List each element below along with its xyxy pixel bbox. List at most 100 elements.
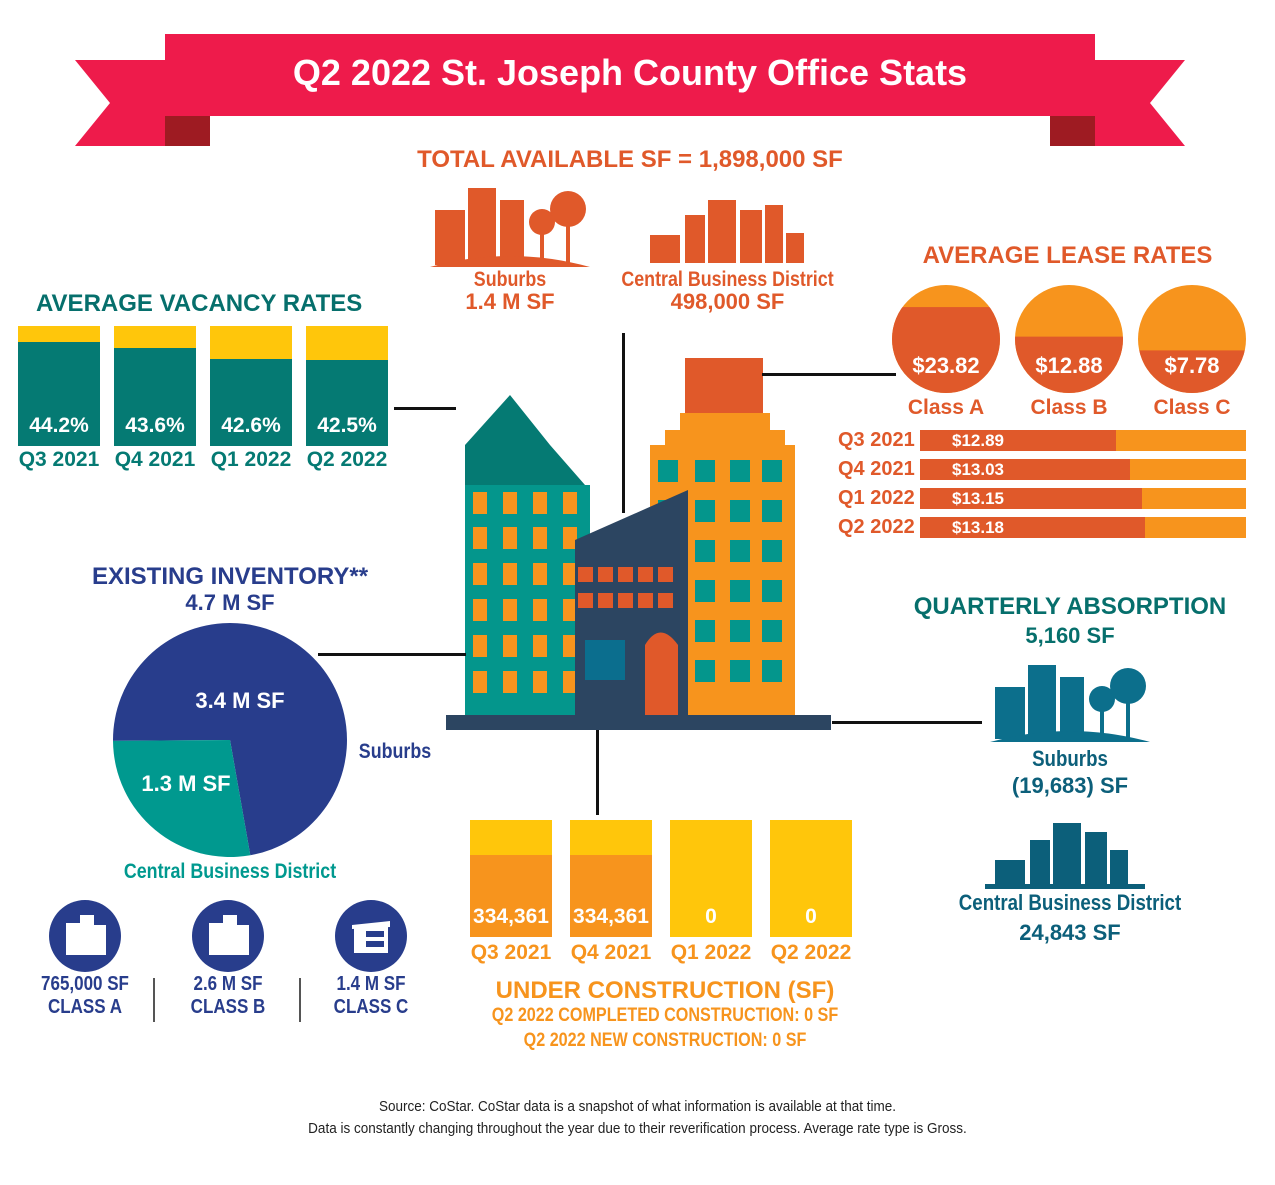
lease-row: Q4 2021 $13.03 [838, 459, 1248, 480]
window [473, 563, 487, 585]
lease-row: Q2 2022 $13.18 [838, 517, 1248, 538]
construction-bar: 334,361 [570, 820, 652, 937]
absorption-cbd-value: 24,843 SF [1019, 920, 1121, 945]
window [503, 527, 517, 549]
vacancy-bar-value: 43.6% [125, 414, 185, 437]
window [762, 540, 782, 562]
window [730, 500, 750, 522]
window [695, 500, 715, 522]
total-available-heading: TOTAL AVAILABLE SF = 1,898,000 SF [417, 146, 843, 173]
window [563, 671, 577, 693]
lease-row-quarter: Q2 2022 [838, 516, 915, 538]
window [730, 620, 750, 642]
completed-construction: Q2 2022 COMPLETED CONSTRUCTION: 0 SF [491, 1005, 839, 1026]
pie-legend-cbd: Central Business District [123, 860, 337, 883]
lease-title: AVERAGE LEASE RATES [922, 242, 1213, 269]
pie-slice-cbd [113, 740, 251, 857]
pie-label-suburbs: 3.4 M SF [195, 688, 285, 713]
vacancy-title: AVERAGE VACANCY RATES [36, 290, 363, 317]
construction-title: UNDER CONSTRUCTION (SF) [495, 977, 835, 1004]
lease-row-quarter: Q4 2021 [838, 458, 915, 480]
cbd-available-label: Central Business District [621, 268, 834, 291]
construction-bar-category: Q1 2022 [670, 941, 752, 964]
window [618, 593, 633, 608]
source-line-2: Data is constantly changing throughout t… [308, 1120, 967, 1137]
construction-bar: 334,361 [470, 820, 552, 937]
class-c-building-icon [335, 900, 407, 972]
window [730, 540, 750, 562]
class-value: 1.4 M SF [336, 973, 406, 995]
window [533, 563, 547, 585]
window [762, 620, 782, 642]
vacancy-bar-fill [18, 341, 100, 446]
window [762, 500, 782, 522]
vacancy-bar-value: 42.6% [221, 414, 281, 437]
window [533, 635, 547, 657]
connector-line [596, 730, 599, 815]
inventory-pie-chart [113, 623, 347, 857]
vacancy-bar: 44.2% [18, 326, 100, 446]
construction-bar-value: 0 [705, 905, 717, 928]
construction-bar-value: 334,361 [473, 905, 549, 928]
absorption-title: QUARTERLY ABSORPTION [913, 593, 1227, 620]
window [533, 492, 547, 514]
window [638, 593, 653, 608]
window [762, 460, 782, 482]
vacancy-bar-category: Q2 2022 [306, 448, 388, 471]
cbd-available-value: 498,000 SF [670, 289, 785, 314]
lease-class-value: $12.88 [1035, 353, 1103, 378]
construction-bar-category: Q2 2022 [770, 941, 852, 964]
window [503, 563, 517, 585]
class-label: CLASS C [333, 996, 409, 1018]
class-label: CLASS B [190, 996, 266, 1018]
vacancy-bar-fill [210, 358, 292, 446]
lease-class-label: Class C [1153, 396, 1231, 419]
absorption-suburbs-label: Suburbs [1032, 746, 1108, 771]
lease-class-circle [1138, 285, 1246, 393]
class-b-building-icon [192, 900, 264, 972]
window [762, 660, 782, 682]
lease-row-track: $13.15 [920, 488, 1246, 509]
window [533, 671, 547, 693]
window [473, 635, 487, 657]
vacancy-bar-category: Q1 2022 [210, 448, 292, 471]
window [638, 567, 653, 582]
construction-bar: 0 [770, 820, 852, 937]
absorption-cbd-label: Central Business District [958, 890, 1182, 915]
lease-class-circle [1015, 285, 1123, 393]
construction-bar: 0 [670, 820, 752, 937]
window [730, 660, 750, 682]
class-a-building-icon [49, 900, 121, 972]
class-value: 2.6 M SF [193, 973, 263, 995]
vacancy-bar-value: 44.2% [29, 414, 89, 437]
vacancy-bar-category: Q3 2021 [18, 448, 100, 471]
window [563, 635, 577, 657]
vacancy-bar: 42.5% [306, 326, 388, 446]
window [503, 671, 517, 693]
connector-line [318, 653, 466, 656]
window [563, 492, 577, 514]
window [563, 599, 577, 621]
cbd-skyline-icon [985, 823, 1145, 889]
lease-row-quarter: Q1 2022 [838, 487, 915, 509]
lease-class-label: Class A [907, 396, 985, 419]
window [598, 567, 613, 582]
pie-slice-suburbs [113, 623, 347, 856]
lease-class-circle [892, 285, 1000, 393]
suburbs-skyline-icon [990, 665, 1150, 742]
vacancy-bar: 42.6% [210, 326, 292, 446]
window [578, 593, 593, 608]
inventory-total: 4.7 M SF [185, 590, 275, 615]
lease-row-fill [920, 459, 1130, 480]
lease-row-track: $13.03 [920, 459, 1246, 480]
window [695, 660, 715, 682]
lease-class-label: Class B [1030, 396, 1108, 419]
window [762, 580, 782, 602]
office-buildings-illustration [446, 358, 831, 730]
page-title: Q2 2022 St. Joseph County Office Stats [292, 52, 968, 93]
window [503, 492, 517, 514]
divider [153, 978, 155, 1022]
inventory-title: EXISTING INVENTORY** [91, 563, 369, 590]
window [598, 593, 613, 608]
